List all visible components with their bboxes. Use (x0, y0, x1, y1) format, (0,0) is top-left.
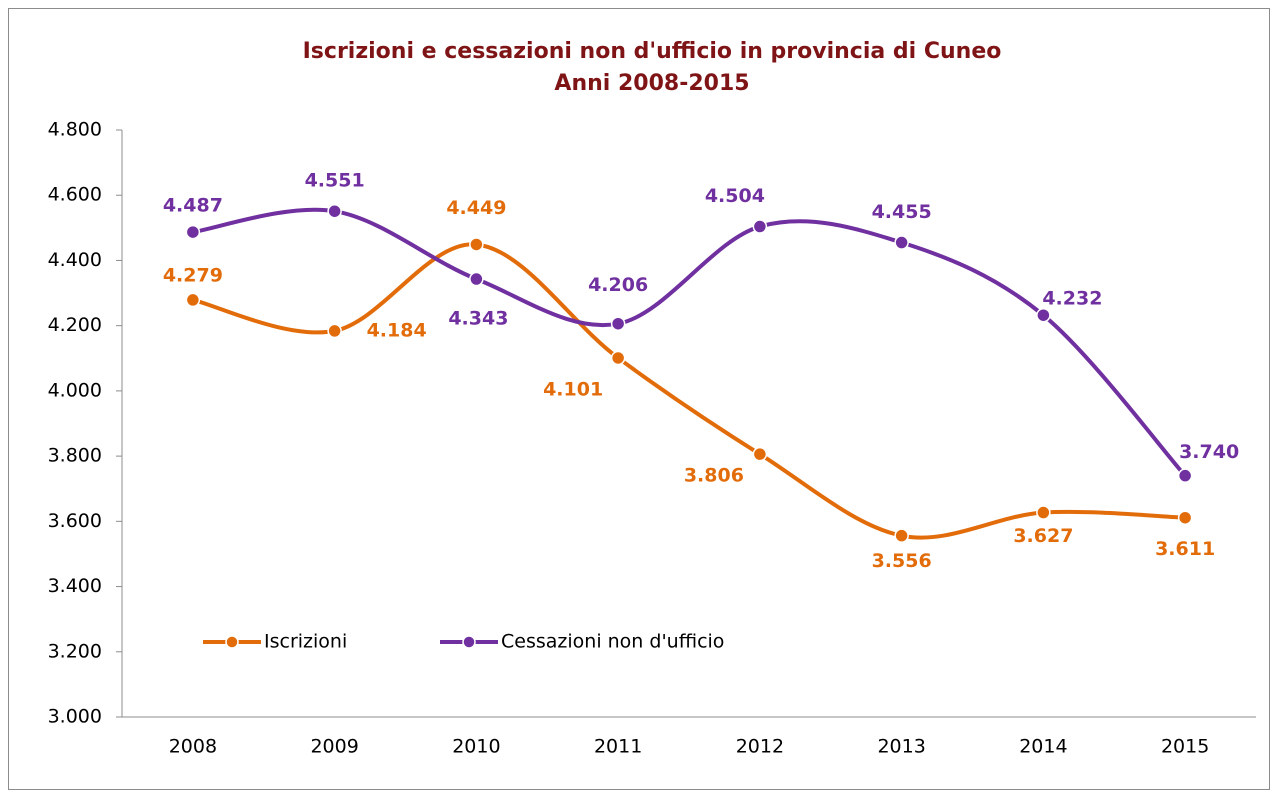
data-point (610, 350, 626, 366)
y-tick-label: 3.600 (48, 510, 102, 532)
y-tick-label: 4.200 (48, 314, 102, 336)
data-label: 4.449 (446, 197, 506, 219)
data-label: 4.487 (163, 195, 223, 217)
data-point (185, 224, 201, 240)
y-tick-label: 3.000 (48, 706, 102, 728)
data-label: 4.455 (872, 201, 932, 223)
legend-marker (225, 635, 239, 649)
series-line (190, 242, 1188, 540)
data-point (1036, 307, 1051, 323)
legend-marker (462, 635, 476, 649)
data-point (1036, 505, 1051, 520)
data-point (327, 203, 342, 219)
data-point (894, 528, 909, 543)
data-point (894, 235, 909, 250)
y-tick-label: 4.800 (48, 119, 102, 141)
x-tick-label: 2012 (736, 736, 784, 758)
x-tick-label: 2013 (877, 736, 925, 758)
x-tick-label: 2009 (310, 736, 358, 758)
data-label: 4.101 (543, 378, 603, 400)
data-label: 3.806 (684, 465, 744, 487)
y-tick-label: 4.400 (48, 249, 102, 271)
chart-frame (8, 8, 1270, 790)
data-label: 3.740 (1179, 441, 1239, 463)
data-point (1177, 468, 1193, 483)
data-point (752, 446, 768, 462)
x-tick-label: 2015 (1161, 736, 1209, 758)
y-tick-label: 3.200 (48, 640, 102, 662)
chart-subtitle: Anni 2008-2015 (554, 71, 749, 96)
data-label: 4.184 (367, 319, 427, 341)
data-point (327, 323, 342, 339)
data-point (469, 271, 484, 287)
x-tick-label: 2011 (594, 736, 642, 758)
x-tick-label: 2010 (452, 736, 500, 758)
data-point (1177, 510, 1193, 525)
data-point (185, 292, 201, 308)
y-tick-label: 3.800 (48, 445, 102, 467)
data-label: 4.504 (705, 185, 765, 207)
y-tick-label: 4.000 (48, 379, 102, 401)
data-label: 3.556 (872, 550, 932, 572)
legend-label: Cessazioni non d'ufficio (501, 631, 724, 653)
data-label: 4.232 (1042, 288, 1102, 310)
data-point (469, 237, 484, 252)
data-label: 3.627 (1013, 525, 1073, 547)
y-tick-label: 3.400 (48, 575, 102, 597)
data-label: 3.611 (1155, 538, 1215, 560)
data-label: 4.279 (163, 264, 223, 286)
data-label: 4.551 (305, 170, 365, 192)
data-point (752, 219, 768, 234)
legend-label: Iscrizioni (264, 631, 347, 653)
chart-title: Iscrizioni e cessazioni non d'ufficio in… (303, 39, 1002, 64)
x-tick-label: 2014 (1019, 736, 1067, 758)
data-point (610, 316, 626, 331)
x-tick-label: 2008 (169, 736, 217, 758)
data-label: 4.343 (448, 308, 508, 330)
y-tick-label: 4.600 (48, 184, 102, 206)
data-label: 4.206 (588, 274, 648, 296)
